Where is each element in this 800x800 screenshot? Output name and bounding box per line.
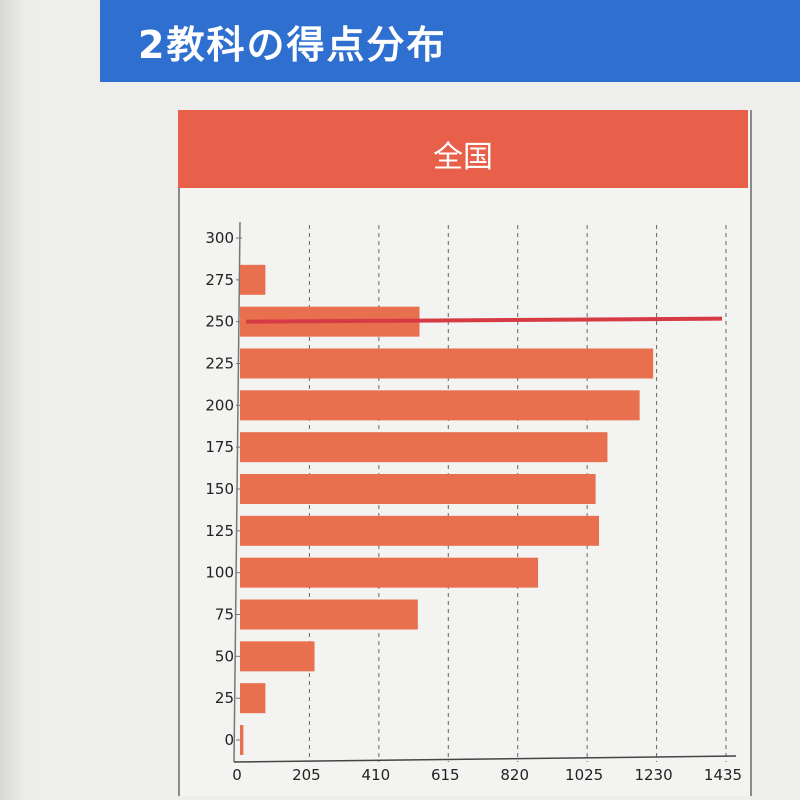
bar-score-25 bbox=[240, 683, 266, 714]
y-tick-label: 225 bbox=[205, 355, 234, 373]
y-tick-label: 275 bbox=[205, 271, 234, 289]
x-tick-label: 205 bbox=[292, 766, 321, 784]
bar-score-75 bbox=[240, 599, 418, 630]
y-tick-label: 300 bbox=[205, 229, 234, 247]
x-tick-label: 820 bbox=[500, 766, 529, 784]
y-tick-label: 25 bbox=[215, 689, 234, 707]
reference-line bbox=[245, 316, 723, 324]
y-tick-label: 175 bbox=[205, 438, 234, 456]
y-tick-label: 100 bbox=[205, 564, 234, 582]
y-tick-label: 250 bbox=[205, 313, 234, 331]
x-tick-label: 0 bbox=[232, 766, 242, 784]
x-axis bbox=[233, 755, 737, 763]
section-header: 2教科の得点分布 bbox=[100, 0, 800, 82]
bar-score-150 bbox=[240, 474, 596, 504]
y-tick-label: 200 bbox=[205, 396, 234, 414]
y-tick-label: 150 bbox=[205, 480, 234, 498]
page-edge-shadow bbox=[0, 0, 40, 800]
bar-score-125 bbox=[240, 515, 599, 546]
y-tick-label: 125 bbox=[205, 522, 234, 540]
y-tick-label: 50 bbox=[215, 647, 234, 665]
bar-score-200 bbox=[240, 390, 640, 421]
chart-header: 全国 bbox=[178, 110, 748, 188]
x-tick-label: 615 bbox=[431, 766, 460, 784]
bar-score-275 bbox=[240, 264, 266, 295]
y-axis bbox=[233, 221, 241, 763]
bar-score-175 bbox=[240, 432, 608, 463]
y-tick-label: 75 bbox=[215, 606, 234, 624]
chart-title: 全国 bbox=[433, 140, 493, 175]
x-tick-label: 410 bbox=[362, 766, 391, 784]
bar-score-225 bbox=[240, 348, 654, 379]
x-tick-label: 1435 bbox=[704, 766, 742, 784]
bar-score-100 bbox=[240, 557, 539, 588]
x-tick-label: 1230 bbox=[634, 766, 672, 784]
section-title: 2教科の得点分布 bbox=[138, 23, 447, 67]
x-tick-label: 1025 bbox=[565, 766, 603, 784]
y-tick-label: 0 bbox=[224, 731, 234, 749]
bar-score-0 bbox=[240, 725, 244, 755]
bar-score-50 bbox=[240, 641, 315, 672]
